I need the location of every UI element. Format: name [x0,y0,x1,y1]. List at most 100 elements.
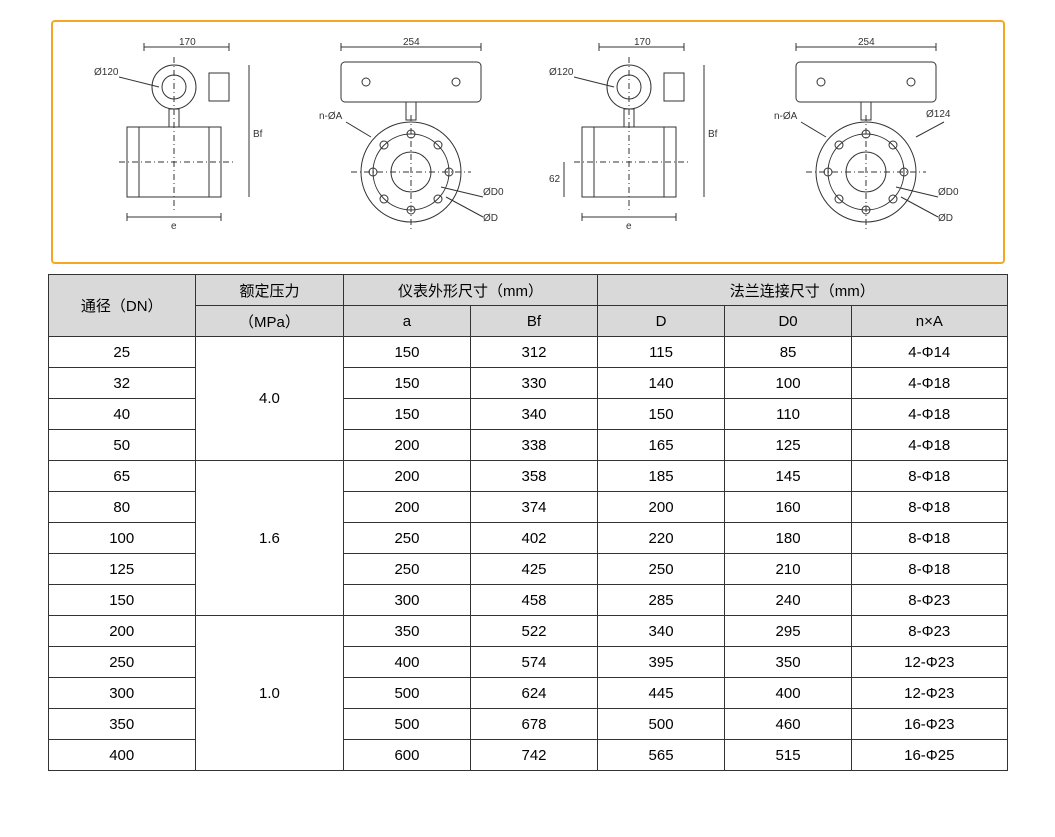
cell-na: 12-Φ23 [852,678,1007,709]
cell-na: 8-Φ18 [852,461,1007,492]
drawing-front-large-b: 254 n-ØA Ø124 ØD ØD0 [766,37,966,247]
svg-text:170: 170 [179,37,196,48]
cell-na: 4-Φ18 [852,430,1007,461]
svg-text:62: 62 [549,174,561,185]
drawing-side-small: 170 Ø120 Bf e [89,37,279,247]
cell-d0: 210 [725,554,852,585]
cell-a: 150 [343,399,470,430]
cell-bf: 402 [470,523,597,554]
cell-bf: 574 [470,647,597,678]
svg-text:Bf: Bf [708,129,718,140]
cell-dn: 25 [48,337,195,368]
cell-bf: 522 [470,616,597,647]
svg-text:ØD0: ØD0 [483,187,504,198]
cell-dn: 40 [48,399,195,430]
cell-dn: 400 [48,740,195,771]
cell-bf: 312 [470,337,597,368]
table-row: 25040057439535012-Φ23 [48,647,1007,678]
th-flange-dims: 法兰连接尺寸（mm） [598,275,1007,306]
cell-d: 140 [598,368,725,399]
cell-na: 8-Φ23 [852,585,1007,616]
cell-d: 340 [598,616,725,647]
cell-dn: 350 [48,709,195,740]
cell-bf: 425 [470,554,597,585]
table-row: 802003742001608-Φ18 [48,492,1007,523]
svg-text:170: 170 [634,37,651,48]
svg-text:Ø124: Ø124 [926,109,951,120]
cell-bf: 340 [470,399,597,430]
cell-dn: 300 [48,678,195,709]
cell-dn: 200 [48,616,195,647]
cell-na: 8-Φ18 [852,554,1007,585]
cell-d: 185 [598,461,725,492]
cell-pressure: 1.0 [195,616,343,771]
table-row: 40060074256551516-Φ25 [48,740,1007,771]
cell-d0: 160 [725,492,852,523]
cell-d0: 100 [725,368,852,399]
cell-a: 350 [343,616,470,647]
cell-bf: 458 [470,585,597,616]
cell-bf: 374 [470,492,597,523]
svg-text:n-ØA: n-ØA [319,111,343,122]
table-row: 401503401501104-Φ18 [48,399,1007,430]
cell-a: 500 [343,709,470,740]
svg-text:n-ØA: n-ØA [774,111,798,122]
technical-drawing-panel: 170 Ø120 Bf e [51,20,1005,264]
th-dn: 通径（DN） [48,275,195,337]
svg-text:Ø120: Ø120 [94,67,119,78]
table-row: 321503301401004-Φ18 [48,368,1007,399]
cell-d: 150 [598,399,725,430]
cell-d0: 515 [725,740,852,771]
cell-na: 4-Φ14 [852,337,1007,368]
th-d0: D0 [725,306,852,337]
table-row: 1252504252502108-Φ18 [48,554,1007,585]
cell-d: 500 [598,709,725,740]
cell-na: 4-Φ18 [852,399,1007,430]
cell-na: 12-Φ23 [852,647,1007,678]
cell-a: 200 [343,461,470,492]
cell-na: 16-Φ23 [852,709,1007,740]
table-row: 2001.03505223402958-Φ23 [48,616,1007,647]
svg-text:254: 254 [403,37,420,48]
cell-na: 8-Φ18 [852,523,1007,554]
cell-d: 115 [598,337,725,368]
cell-d0: 460 [725,709,852,740]
cell-bf: 338 [470,430,597,461]
cell-d: 165 [598,430,725,461]
cell-d: 445 [598,678,725,709]
svg-text:e: e [171,221,177,232]
cell-dn: 125 [48,554,195,585]
cell-bf: 330 [470,368,597,399]
cell-a: 150 [343,368,470,399]
cell-d0: 110 [725,399,852,430]
cell-d: 250 [598,554,725,585]
cell-bf: 678 [470,709,597,740]
cell-dn: 32 [48,368,195,399]
th-na: n×A [852,306,1007,337]
svg-text:Bf: Bf [253,129,263,140]
cell-d: 565 [598,740,725,771]
cell-dn: 50 [48,430,195,461]
drawing-side-small-b: 170 Ø120 Bf 62 e [544,37,734,247]
table-row: 1002504022201808-Φ18 [48,523,1007,554]
cell-pressure: 4.0 [195,337,343,461]
cell-d0: 180 [725,523,852,554]
svg-text:ØD: ØD [938,213,953,224]
th-pressure: 额定压力 [195,275,343,306]
cell-a: 200 [343,492,470,523]
svg-text:e: e [626,221,632,232]
th-inst-dims: 仪表外形尺寸（mm） [343,275,597,306]
table-row: 30050062444540012-Φ23 [48,678,1007,709]
cell-d: 285 [598,585,725,616]
cell-d0: 295 [725,616,852,647]
cell-dn: 100 [48,523,195,554]
cell-d: 220 [598,523,725,554]
cell-d0: 125 [725,430,852,461]
table-row: 35050067850046016-Φ23 [48,709,1007,740]
cell-a: 150 [343,337,470,368]
drawing-front-large: 254 n-ØA [311,37,511,247]
table-row: 1503004582852408-Φ23 [48,585,1007,616]
table-row: 254.0150312115854-Φ14 [48,337,1007,368]
cell-a: 300 [343,585,470,616]
table-row: 651.62003581851458-Φ18 [48,461,1007,492]
